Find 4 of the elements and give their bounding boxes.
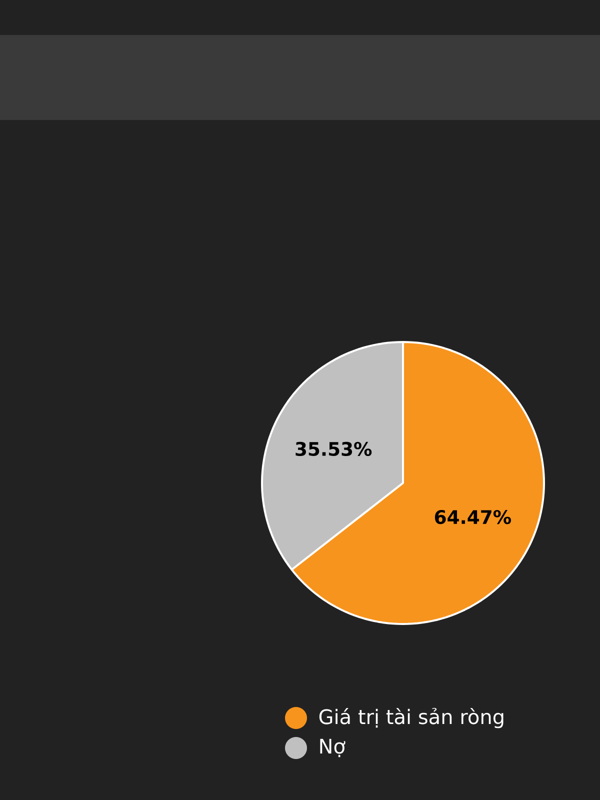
data-label: 35.53% — [296, 442, 372, 456]
legend-label: Giá trị tài sản ròng — [319, 708, 504, 728]
legend-label: Nợ — [320, 738, 346, 758]
data-label: 64.47% — [434, 510, 511, 524]
